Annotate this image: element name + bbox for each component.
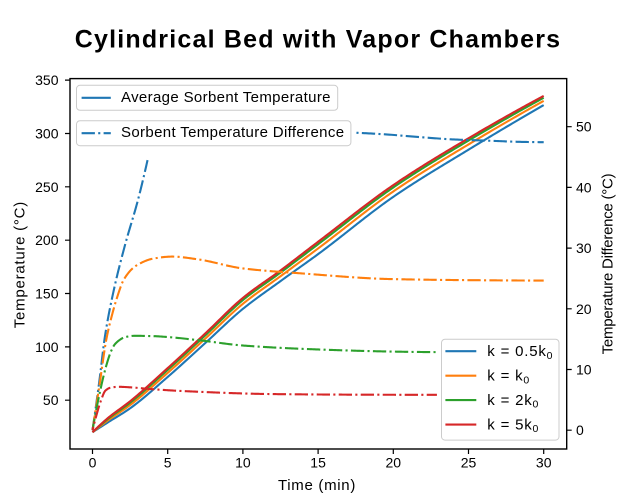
svg-text:20: 20	[576, 301, 592, 317]
svg-text:50: 50	[43, 392, 59, 408]
svg-text:k = k0: k = k0	[487, 368, 530, 387]
svg-text:15: 15	[310, 455, 326, 471]
svg-text:5: 5	[164, 455, 172, 471]
svg-text:k = 2k0: k = 2k0	[487, 392, 539, 411]
svg-text:Sorbent Temperature Difference: Sorbent Temperature Difference	[121, 124, 344, 141]
svg-text:30: 30	[576, 240, 592, 256]
svg-text:150: 150	[35, 286, 59, 302]
svg-text:k = 0.5k0: k = 0.5k0	[487, 343, 553, 362]
svg-text:100: 100	[35, 339, 59, 355]
svg-text:0: 0	[89, 455, 97, 471]
svg-text:30: 30	[536, 455, 552, 471]
svg-text:Temperature Difference (°C): Temperature Difference (°C)	[600, 173, 617, 354]
svg-text:Temperature (°C): Temperature (°C)	[11, 201, 28, 328]
svg-text:350: 350	[35, 72, 59, 88]
svg-text:k = 5k0: k = 5k0	[487, 417, 539, 436]
svg-text:20: 20	[386, 455, 402, 471]
svg-text:10: 10	[235, 455, 251, 471]
svg-text:25: 25	[461, 455, 477, 471]
svg-text:200: 200	[35, 232, 59, 248]
svg-text:250: 250	[35, 179, 59, 195]
svg-text:Time (min): Time (min)	[278, 477, 356, 494]
svg-text:10: 10	[576, 362, 592, 378]
svg-text:Average Sorbent Temperature: Average Sorbent Temperature	[121, 89, 331, 106]
svg-text:300: 300	[35, 126, 59, 142]
svg-text:Cylindrical Bed with Vapor Cha: Cylindrical Bed with Vapor Chambers	[75, 26, 562, 54]
svg-text:0: 0	[576, 422, 584, 438]
svg-text:50: 50	[576, 119, 592, 135]
svg-text:40: 40	[576, 179, 592, 195]
